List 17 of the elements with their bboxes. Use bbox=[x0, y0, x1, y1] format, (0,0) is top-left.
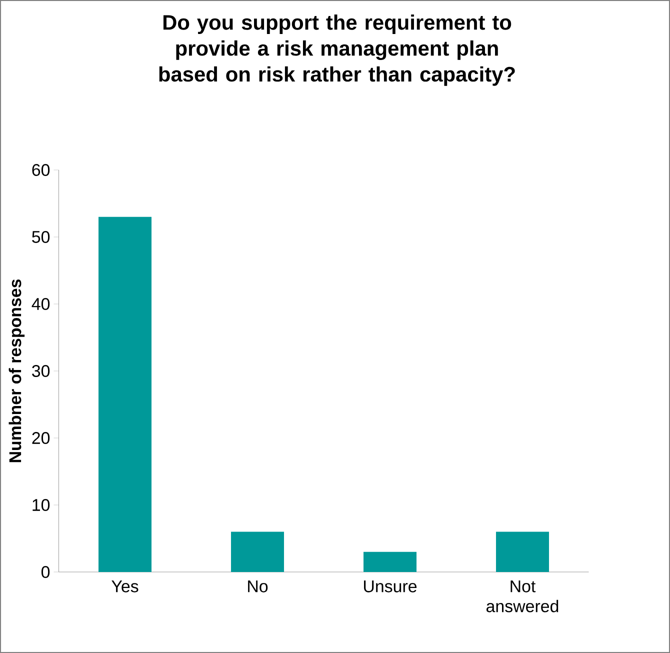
x-tick-label: No bbox=[248, 580, 268, 592]
y-tick-label: 30 bbox=[32, 364, 50, 377]
bar bbox=[496, 532, 550, 572]
x-tick-label: Not answered bbox=[486, 580, 558, 612]
bar bbox=[98, 216, 152, 572]
x-tick-label: Yes bbox=[112, 580, 138, 592]
bar bbox=[231, 532, 284, 572]
y-axis-title: Numbner of responses bbox=[8, 279, 25, 462]
y-tick-label: 10 bbox=[32, 498, 50, 511]
y-tick-label: 40 bbox=[32, 298, 50, 310]
bar bbox=[364, 552, 417, 572]
y-tick-label: 50 bbox=[32, 230, 50, 243]
y-tick-label: 20 bbox=[32, 432, 50, 444]
chart-title: Do you support the requirement to provide a risk management plan based on risk rather than capacity? bbox=[159, 14, 515, 86]
y-tick-label: 60 bbox=[32, 164, 50, 176]
x-tick-label: Unsure bbox=[364, 580, 417, 592]
y-tick-label: 0 bbox=[41, 566, 50, 578]
